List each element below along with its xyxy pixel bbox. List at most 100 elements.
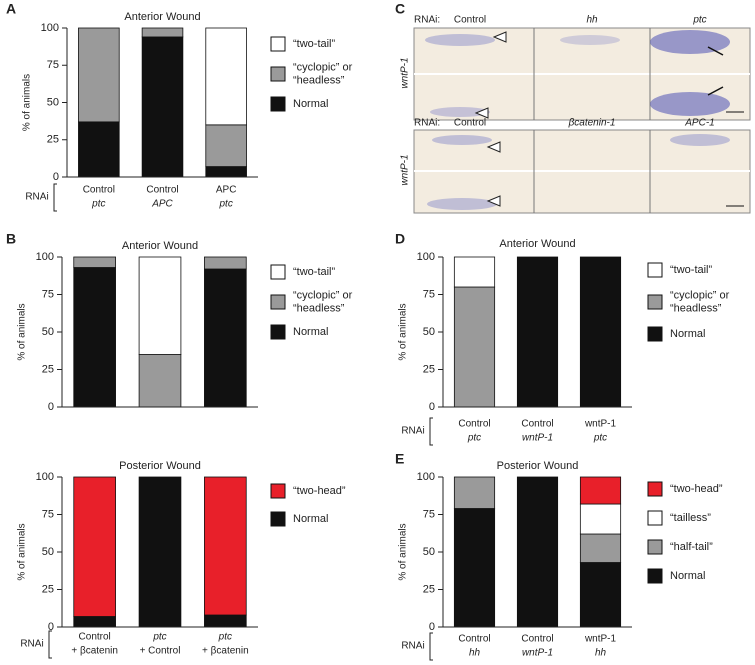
image-side-label: wntP-1 xyxy=(400,154,411,185)
x-tick-label: Control xyxy=(79,632,111,643)
y-tick-label: 0 xyxy=(429,621,435,633)
bar-segment xyxy=(453,476,496,509)
x-tick-label: Control xyxy=(521,634,553,645)
bar-segment xyxy=(204,476,247,616)
y-axis-label: % of animals xyxy=(398,523,409,580)
legend-swatch xyxy=(647,510,663,526)
bracket xyxy=(53,183,57,212)
legend-label: Normal xyxy=(293,513,328,525)
bar-segment xyxy=(516,476,559,628)
legend-swatch xyxy=(270,264,286,280)
legend-label: “tailless” xyxy=(670,512,711,524)
chart-title: Anterior Wound xyxy=(499,238,575,250)
y-tick-label: 75 xyxy=(42,288,54,300)
bar-segment xyxy=(579,533,622,563)
y-tick-label: 100 xyxy=(41,22,59,34)
image-label: RNAi: xyxy=(414,118,440,129)
y-axis-label: % of animals xyxy=(17,523,28,580)
x-tick-label: + Control xyxy=(140,646,181,657)
bar-segment xyxy=(516,256,559,408)
bar-segment xyxy=(579,476,622,505)
chart-title: Posterior Wound xyxy=(497,460,579,472)
y-axis-label: % of animals xyxy=(398,303,409,360)
x-tick-label: hh xyxy=(595,648,607,659)
chart-title: Anterior Wound xyxy=(124,11,200,23)
image-side-label: wntP-1 xyxy=(400,57,411,88)
legend-swatch xyxy=(270,511,286,527)
x-axis-label: RNAi xyxy=(401,426,424,437)
bar-segment xyxy=(138,256,182,355)
bracket xyxy=(429,632,433,661)
x-tick-label: APC xyxy=(151,199,173,210)
legend-label: “two-tail” xyxy=(293,38,336,50)
x-axis-label: RNAi xyxy=(25,192,48,203)
y-tick-label: 0 xyxy=(53,171,59,183)
legend-swatch xyxy=(647,326,663,342)
legend-label: “half-tail” xyxy=(670,541,713,553)
legend-label: “headless” xyxy=(293,74,345,86)
image-label: Control xyxy=(454,118,486,129)
y-tick-label: 25 xyxy=(423,363,435,375)
y-tick-label: 100 xyxy=(417,471,435,483)
x-tick-label: Control xyxy=(458,419,490,430)
legend-swatch xyxy=(647,568,663,584)
image-panel xyxy=(413,27,751,214)
bracket xyxy=(48,630,52,659)
y-tick-label: 50 xyxy=(42,546,54,558)
bar-segment xyxy=(205,166,247,178)
image-label: APC-1 xyxy=(684,118,714,129)
legend-swatch xyxy=(270,483,286,499)
x-tick-label: + βcatenin xyxy=(71,646,118,657)
x-tick-label: wntP-1 xyxy=(522,648,553,659)
bar-segment xyxy=(138,354,182,408)
legend-swatch xyxy=(270,66,286,82)
bar-segment xyxy=(204,614,247,628)
x-tick-label: Control xyxy=(458,634,490,645)
bar-segment xyxy=(204,268,247,408)
legend-swatch xyxy=(270,294,286,310)
legend-label: “cyclopic” or xyxy=(670,289,730,301)
legend-label: Normal xyxy=(293,326,328,338)
image-label: hh xyxy=(586,15,598,26)
panel-letter: C xyxy=(395,1,405,17)
legend-label: Normal xyxy=(293,98,328,110)
legend-swatch xyxy=(647,262,663,278)
bar-segment xyxy=(141,36,184,178)
legend-label: Normal xyxy=(670,570,705,582)
legend-swatch xyxy=(647,294,663,310)
y-tick-label: 50 xyxy=(47,96,59,108)
legend-swatch xyxy=(270,324,286,340)
y-tick-label: 25 xyxy=(42,363,54,375)
legend-swatch xyxy=(270,96,286,112)
bar-segment xyxy=(73,616,116,628)
y-tick-label: 0 xyxy=(48,401,54,413)
bar-segment xyxy=(579,562,622,628)
x-axis-label: RNAi xyxy=(401,641,424,652)
y-tick-label: 0 xyxy=(48,621,54,633)
legend-label: Normal xyxy=(670,328,705,340)
bar-segment xyxy=(579,256,622,408)
x-tick-label: ptc xyxy=(218,632,232,643)
y-tick-label: 25 xyxy=(47,134,59,146)
x-tick-label: Control xyxy=(146,185,178,196)
x-tick-label: wntP-1 xyxy=(584,634,617,645)
x-tick-label: APC xyxy=(216,185,237,196)
legend-swatch xyxy=(647,539,663,555)
legend-label: “two-head” xyxy=(293,485,346,497)
bar-segment xyxy=(205,27,247,126)
y-tick-label: 50 xyxy=(42,326,54,338)
bar-segment xyxy=(73,476,116,617)
y-tick-label: 50 xyxy=(423,546,435,558)
x-tick-label: Control xyxy=(83,185,115,196)
y-tick-label: 50 xyxy=(423,326,435,338)
image-label: Control xyxy=(454,15,486,26)
x-tick-label: ptc xyxy=(91,199,105,210)
image-label: βcatenin-1 xyxy=(568,118,616,129)
x-axis-label: RNAi xyxy=(20,639,43,650)
legend-label: “headless” xyxy=(670,302,722,314)
panel-letter: B xyxy=(6,231,16,247)
bar-segment xyxy=(73,256,116,268)
bar-segment xyxy=(141,27,184,38)
